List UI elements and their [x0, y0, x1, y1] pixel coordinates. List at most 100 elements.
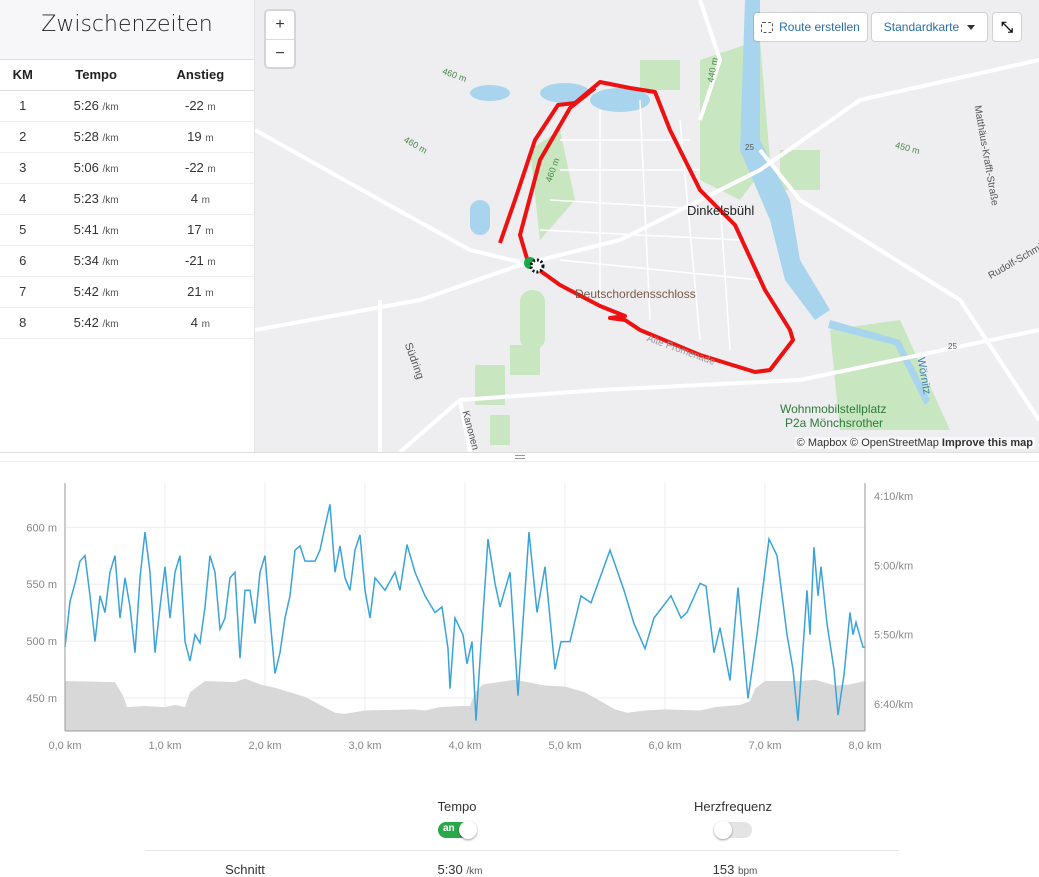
split-row[interactable]: 3 5:06 /km -22 m: [0, 152, 254, 184]
pace-value: 5:42: [73, 315, 99, 330]
x-tick-label: 0,0 km: [48, 740, 81, 752]
unit: /km: [102, 133, 119, 144]
split-pace: 5:23 /km: [45, 183, 147, 215]
x-tick-label: 2,0 km: [248, 740, 281, 752]
heart-rate-label: Herzfrequenz: [693, 799, 773, 814]
split-km: 1: [0, 90, 46, 122]
climb-value: 21: [187, 284, 202, 299]
split-row[interactable]: 2 5:28 /km 19 m: [0, 121, 254, 153]
unit: m: [207, 102, 216, 113]
unit: m: [205, 226, 214, 237]
zoom-out-button[interactable]: −: [266, 39, 294, 67]
split-row[interactable]: 5 5:41 /km 17 m: [0, 214, 254, 246]
pace-tick-label: 6:40/km: [874, 699, 913, 711]
unit: bpm: [737, 866, 758, 877]
elevation-tick-label: 500 m: [26, 636, 57, 648]
pace-value: 5:26: [73, 98, 99, 113]
split-km: 3: [0, 152, 46, 184]
x-tick-label: 4,0 km: [448, 740, 481, 752]
unit: /km: [102, 257, 119, 268]
route-dotted-icon: [761, 21, 774, 33]
elevation-tick-label: 450 m: [26, 693, 57, 705]
pace-value: 5:42: [73, 284, 99, 299]
split-row[interactable]: 8 5:42 /km 4 m: [0, 307, 254, 339]
map-style-select[interactable]: Standardkarte: [872, 13, 987, 41]
route-create-button[interactable]: Route erstellen: [754, 13, 867, 41]
splits-panel: Zwischenzeiten KM Tempo Anstieg 1 5:26 /…: [0, 0, 255, 452]
route-line: [498, 80, 795, 374]
castle-label: Deutschordensschloss: [575, 287, 696, 301]
x-tick-label: 1,0 km: [148, 740, 181, 752]
map-canvas: [255, 0, 1039, 452]
grip-icon: [515, 455, 525, 459]
split-climb: -22 m: [146, 152, 254, 184]
unit: m: [205, 133, 214, 144]
pace-value: 5:34: [73, 253, 99, 268]
poi-label-2: P2a Mönchsrother: [785, 416, 884, 430]
pace-line: [64, 504, 865, 721]
unit: /km: [102, 288, 119, 299]
resize-handle[interactable]: [0, 452, 1039, 462]
unit: m: [201, 195, 210, 206]
heart-rate-toggle[interactable]: [714, 821, 752, 839]
tempo-toggle[interactable]: an: [438, 821, 477, 839]
map-style-value: Standardkarte: [883, 20, 960, 34]
unit: m: [205, 288, 214, 299]
avg-pace-value: 5:30: [437, 862, 463, 877]
unit: /km: [102, 102, 119, 113]
split-pace: 5:34 /km: [45, 245, 147, 277]
pace-tick-label: 5:50/km: [874, 630, 913, 642]
finish-flag-icon: [529, 258, 545, 274]
split-km: 8: [0, 307, 46, 339]
x-tick-label: 8,0 km: [848, 740, 881, 752]
col-km: KM: [0, 60, 46, 91]
map-attribution: © Mapbox © OpenStreetMap Improve this ma…: [794, 437, 1035, 449]
split-row[interactable]: 1 5:26 /km -22 m: [0, 90, 254, 122]
split-climb: 4 m: [146, 183, 254, 215]
x-tick-label: 7,0 km: [748, 740, 781, 752]
tempo-label: Tempo: [437, 799, 477, 814]
water: [470, 0, 930, 405]
split-pace: 5:28 /km: [45, 121, 147, 153]
unit: /km: [466, 866, 483, 877]
unit: /km: [102, 226, 119, 237]
split-km: 2: [0, 121, 46, 153]
split-km: 7: [0, 276, 46, 308]
split-pace: 5:42 /km: [45, 276, 147, 308]
x-tick-label: 3,0 km: [348, 740, 381, 752]
elevation-area: [65, 678, 865, 731]
climb-value: -22: [185, 160, 204, 175]
split-row[interactable]: 6 5:34 /km -21 m: [0, 245, 254, 277]
summary-divider: [145, 850, 899, 851]
splits-title: Zwischenzeiten: [0, 0, 254, 60]
avg-hr-value: 153: [712, 862, 735, 877]
improve-map-link[interactable]: Improve this map: [941, 437, 1033, 449]
split-row[interactable]: 4 5:23 /km 4 m: [0, 183, 254, 215]
split-pace: 5:42 /km: [45, 307, 147, 339]
split-pace: 5:26 /km: [45, 90, 147, 122]
split-row[interactable]: 7 5:42 /km 21 m: [0, 276, 254, 308]
route-create-label: Route erstellen: [779, 20, 860, 34]
pace-tick-label: 5:00/km: [874, 560, 913, 572]
road-number: 25: [948, 342, 957, 351]
osm-link[interactable]: © OpenStreetMap: [850, 437, 939, 449]
x-tick-label: 6,0 km: [648, 740, 681, 752]
pace-value: 5:41: [73, 222, 99, 237]
zoom-in-button[interactable]: +: [275, 16, 285, 33]
climb-value: -21: [185, 253, 204, 268]
split-km: 5: [0, 214, 46, 246]
climb-value: 4: [190, 315, 199, 330]
climb-value: -22: [185, 98, 204, 113]
mapbox-link[interactable]: © Mapbox: [796, 437, 847, 449]
fullscreen-button[interactable]: ⤡: [993, 13, 1021, 41]
split-km: 6: [0, 245, 46, 277]
toggle-knob: [714, 821, 732, 839]
toggle-knob: [459, 821, 477, 839]
roads: [255, 0, 1039, 452]
elevation-tick-label: 600 m: [26, 522, 57, 534]
x-tick-label: 5,0 km: [548, 740, 581, 752]
map[interactable]: Dinkelsbühl Deutschordensschloss Wohnmob…: [255, 0, 1039, 452]
summary-hr: 153 bpm: [690, 862, 780, 877]
split-climb: 21 m: [146, 276, 254, 308]
zoom-control: + −: [266, 11, 294, 67]
